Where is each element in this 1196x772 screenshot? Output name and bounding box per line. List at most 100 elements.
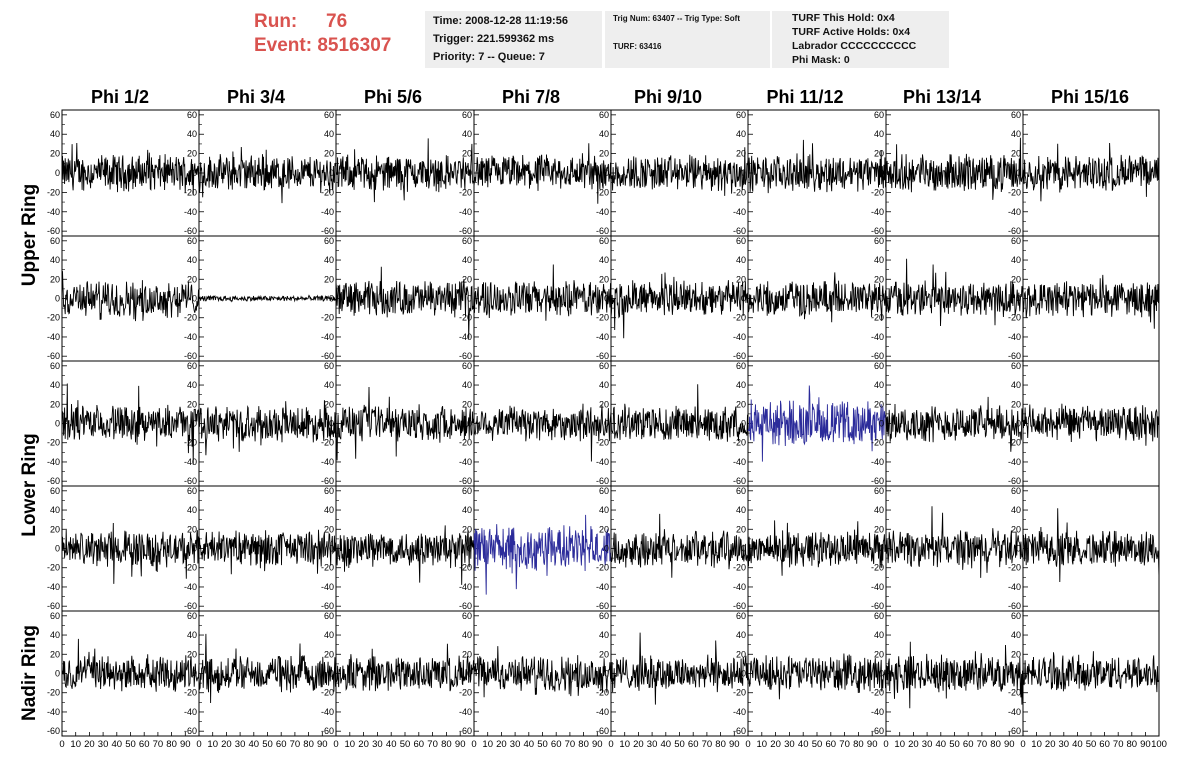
- y-tick-label: -40: [184, 207, 197, 217]
- y-tick-label: 0: [604, 294, 609, 304]
- x-tick-label: 20: [908, 739, 919, 750]
- x-tick-label: 30: [784, 739, 795, 750]
- y-tick-label: -20: [871, 688, 884, 698]
- y-tick-label: -40: [321, 332, 334, 342]
- x-tick-label: 70: [153, 739, 164, 750]
- x-tick-label: 20: [221, 739, 232, 750]
- x-tick-label: 60: [551, 739, 562, 750]
- time-text: Time: 2008-12-28 11:19:56: [433, 15, 568, 27]
- y-tick-label: -40: [47, 707, 60, 717]
- y-tick-label: 40: [324, 255, 334, 265]
- y-tick-label: -40: [871, 582, 884, 592]
- waveform-line: [61, 142, 200, 196]
- y-tick-label: -40: [1008, 332, 1021, 342]
- y-tick-label: -20: [596, 563, 609, 573]
- y-tick-label: 60: [324, 611, 334, 621]
- y-tick-label: -40: [47, 207, 60, 217]
- waveform-line: [610, 147, 749, 196]
- waveform-line: [885, 137, 1024, 200]
- x-tick-label: 40: [524, 739, 535, 750]
- y-tick-label: 20: [599, 524, 609, 534]
- y-tick-label: 20: [324, 524, 334, 534]
- y-tick-label: 40: [462, 129, 472, 139]
- x-tick-label: 50: [262, 739, 273, 750]
- y-tick-label: -20: [871, 313, 884, 323]
- y-tick-label: -20: [321, 187, 334, 197]
- y-tick-label: 60: [1011, 110, 1021, 120]
- x-tick-label: 20: [1045, 739, 1056, 750]
- y-tick-label: -40: [1008, 457, 1021, 467]
- x-tick-label: 70: [290, 739, 301, 750]
- y-tick-label: 20: [1011, 524, 1021, 534]
- y-tick-label: -60: [47, 601, 60, 611]
- panel-frame: [335, 610, 475, 737]
- y-tick-label: 60: [50, 361, 60, 371]
- y-tick-label: 20: [462, 524, 472, 534]
- y-tick-label: -60: [321, 601, 334, 611]
- y-tick-label: -20: [184, 438, 197, 448]
- y-tick-label: 40: [324, 380, 334, 390]
- y-tick-label: -60: [459, 351, 472, 361]
- x-tick-label: 0: [883, 739, 888, 750]
- column-title-phi-9-10: Phi 9/10: [633, 87, 703, 107]
- y-tick-label: -40: [733, 582, 746, 592]
- y-tick-label: 0: [604, 419, 609, 429]
- y-tick-label: -60: [459, 476, 472, 486]
- y-tick-label: -20: [184, 187, 197, 197]
- x-tick-label: 10: [70, 739, 81, 750]
- waveform-line: [610, 632, 749, 705]
- waveform-line: [335, 266, 475, 339]
- y-tick-label: -20: [321, 688, 334, 698]
- y-tick-label: -60: [184, 726, 197, 736]
- y-tick-label: 40: [874, 380, 884, 390]
- y-tick-label: -20: [321, 438, 334, 448]
- y-tick-label: -20: [1008, 563, 1021, 573]
- y-tick-label: -40: [596, 332, 609, 342]
- y-tick-label: 40: [462, 255, 472, 265]
- y-tick-label: -60: [733, 351, 746, 361]
- y-tick-label: 20: [736, 524, 746, 534]
- y-tick-label: -60: [47, 226, 60, 236]
- column-title-phi-1-2: Phi 1/2: [90, 87, 150, 107]
- turf-text: TURF: 63416: [613, 42, 662, 51]
- y-tick-label: 0: [192, 669, 197, 679]
- y-tick-label: 20: [874, 524, 884, 534]
- y-tick-label: 60: [187, 611, 197, 621]
- x-tick-label: 40: [661, 739, 672, 750]
- y-tick-label: 60: [50, 110, 60, 120]
- y-tick-label: 40: [324, 630, 334, 640]
- x-tick-label: 0: [745, 739, 750, 750]
- waveform-line: [747, 520, 887, 576]
- x-tick-label: 70: [977, 739, 988, 750]
- y-tick-label: -60: [871, 601, 884, 611]
- x-tick-label: 10: [757, 739, 768, 750]
- x-tick-label: 20: [633, 739, 644, 750]
- y-tick-label: 20: [1011, 649, 1021, 659]
- y-tick-label: 0: [192, 419, 197, 429]
- column-title-phi-13-14: Phi 13/14: [902, 87, 982, 107]
- y-tick-label: -60: [47, 726, 60, 736]
- y-tick-label: -40: [321, 457, 334, 467]
- y-tick-label: -20: [47, 438, 60, 448]
- y-tick-label: -20: [871, 187, 884, 197]
- y-tick-label: -40: [733, 207, 746, 217]
- y-tick-label: 40: [736, 630, 746, 640]
- y-tick-label: 0: [879, 419, 884, 429]
- y-tick-label: -20: [871, 438, 884, 448]
- y-tick-label: -40: [459, 457, 472, 467]
- y-tick-label: 60: [599, 236, 609, 246]
- x-tick-label: 90: [1004, 739, 1015, 750]
- y-tick-label: -40: [596, 207, 609, 217]
- y-tick-label: 60: [874, 110, 884, 120]
- x-tick-label: 50: [1086, 739, 1097, 750]
- y-tick-label: -40: [184, 582, 197, 592]
- y-tick-label: 40: [1011, 380, 1021, 390]
- y-tick-label: -40: [1008, 207, 1021, 217]
- y-tick-label: 0: [329, 168, 334, 178]
- waveform-line: [1022, 274, 1160, 329]
- y-tick-label: 0: [879, 168, 884, 178]
- y-tick-label: 60: [324, 110, 334, 120]
- turf-info-box: TURF This Hold: 0x4 TURF Active Holds: 0…: [772, 11, 949, 68]
- y-tick-label: 40: [736, 380, 746, 390]
- x-tick-label: 20: [770, 739, 781, 750]
